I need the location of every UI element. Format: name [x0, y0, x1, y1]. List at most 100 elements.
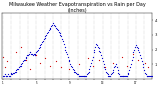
- Point: [99, 52, 101, 53]
- Point: [34, 53, 37, 55]
- Point: [140, 61, 143, 62]
- Point: [116, 66, 118, 68]
- Point: [120, 56, 123, 58]
- Point: [110, 74, 112, 75]
- Point: [52, 24, 55, 25]
- Point: [32, 53, 35, 55]
- Point: [42, 40, 44, 41]
- Point: [85, 75, 87, 77]
- Point: [56, 28, 58, 30]
- Point: [133, 49, 136, 50]
- Point: [81, 75, 83, 77]
- Point: [74, 71, 77, 72]
- Point: [101, 58, 103, 59]
- Point: [66, 53, 68, 55]
- Point: [106, 74, 109, 75]
- Point: [83, 75, 86, 77]
- Point: [119, 75, 121, 77]
- Point: [3, 75, 5, 77]
- Point: [4, 66, 6, 68]
- Point: [26, 55, 28, 56]
- Point: [18, 65, 21, 66]
- Point: [112, 69, 115, 71]
- Point: [67, 59, 70, 60]
- Point: [111, 72, 113, 74]
- Point: [77, 64, 80, 65]
- Point: [37, 49, 39, 50]
- Point: [111, 71, 114, 72]
- Point: [20, 64, 23, 65]
- Point: [43, 39, 45, 40]
- Point: [35, 52, 38, 53]
- Point: [141, 64, 144, 65]
- Point: [88, 68, 91, 69]
- Point: [38, 46, 41, 47]
- Point: [117, 72, 120, 74]
- Point: [69, 64, 72, 65]
- Point: [93, 49, 96, 50]
- Point: [33, 55, 36, 56]
- Point: [129, 66, 131, 68]
- Point: [87, 71, 90, 72]
- Point: [76, 74, 79, 75]
- Point: [105, 71, 107, 72]
- Point: [124, 75, 126, 77]
- Point: [131, 56, 134, 58]
- Point: [67, 68, 70, 69]
- Point: [11, 74, 13, 75]
- Point: [15, 69, 18, 71]
- Point: [2, 75, 4, 77]
- Point: [39, 44, 42, 46]
- Point: [104, 68, 106, 69]
- Point: [135, 46, 138, 47]
- Point: [103, 66, 106, 68]
- Point: [122, 75, 125, 77]
- Point: [114, 65, 116, 66]
- Point: [43, 37, 46, 38]
- Point: [21, 62, 24, 63]
- Point: [60, 66, 62, 68]
- Point: [27, 55, 29, 56]
- Point: [55, 61, 57, 62]
- Point: [136, 47, 139, 49]
- Point: [149, 75, 152, 77]
- Point: [25, 56, 28, 58]
- Point: [76, 74, 78, 75]
- Point: [125, 75, 127, 77]
- Point: [147, 66, 150, 68]
- Point: [49, 27, 52, 28]
- Point: [73, 71, 76, 72]
- Point: [48, 30, 50, 31]
- Point: [125, 75, 128, 77]
- Point: [140, 58, 142, 59]
- Point: [113, 66, 116, 68]
- Point: [143, 69, 145, 71]
- Point: [149, 75, 151, 77]
- Point: [64, 49, 67, 50]
- Point: [44, 58, 47, 59]
- Point: [102, 64, 105, 65]
- Point: [131, 53, 134, 55]
- Point: [79, 75, 82, 77]
- Point: [28, 52, 31, 53]
- Point: [13, 71, 16, 72]
- Point: [86, 72, 89, 74]
- Point: [81, 75, 84, 77]
- Point: [135, 44, 137, 46]
- Point: [4, 74, 6, 75]
- Title: Milwaukee Weather Evapotranspiration vs Rain per Day (Inches): Milwaukee Weather Evapotranspiration vs …: [9, 2, 146, 13]
- Point: [47, 31, 49, 33]
- Point: [98, 50, 101, 52]
- Point: [8, 75, 11, 77]
- Point: [120, 75, 123, 77]
- Point: [82, 75, 85, 77]
- Point: [78, 75, 81, 77]
- Point: [23, 59, 26, 60]
- Point: [123, 75, 126, 77]
- Point: [6, 61, 8, 62]
- Point: [60, 36, 62, 37]
- Point: [72, 68, 74, 69]
- Point: [101, 61, 104, 62]
- Point: [14, 52, 17, 53]
- Point: [14, 71, 17, 72]
